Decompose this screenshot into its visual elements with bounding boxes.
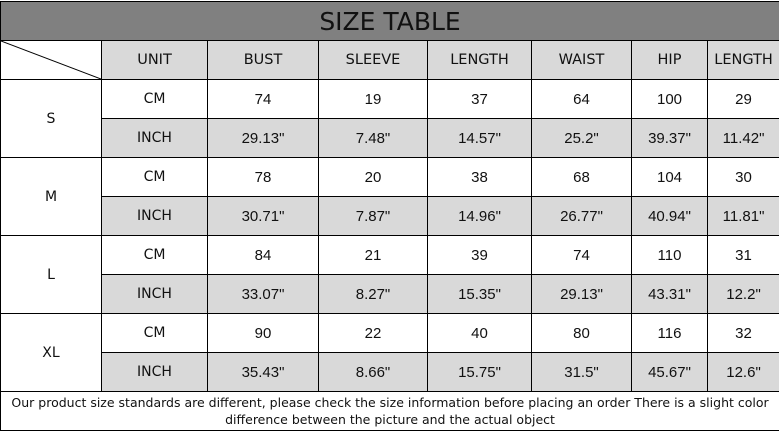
- value-cell: 64: [531, 79, 632, 119]
- value-cell: 20: [318, 157, 428, 197]
- size-label: S: [0, 79, 102, 158]
- unit-cell: CM: [101, 235, 208, 275]
- column-header: LENGTH: [706, 40, 779, 80]
- size-label: XL: [0, 313, 102, 392]
- value-cell: 15.75": [427, 352, 532, 392]
- value-cell: 14.96": [427, 196, 532, 236]
- table-row: INCH 35.43" 8.66" 15.75" 31.5" 45.67" 12.6": [1, 352, 779, 392]
- value-cell: 45.67": [631, 352, 708, 392]
- value-cell: 8.66": [318, 352, 428, 392]
- column-header: WAIST: [531, 40, 632, 80]
- column-header: SLEEVE: [318, 40, 428, 80]
- footer-note: Our product size standards are different…: [0, 391, 779, 431]
- unit-cell: INCH: [101, 196, 208, 236]
- value-cell: 25.2": [531, 118, 632, 158]
- unit-cell: CM: [101, 79, 208, 119]
- unit-cell: INCH: [101, 352, 208, 392]
- value-cell: 39: [427, 235, 532, 275]
- value-cell: 31: [706, 235, 779, 275]
- table-row: XL CM 90 22 40 80 116 32: [0, 313, 779, 392]
- value-cell: 14.57": [427, 118, 532, 158]
- value-cell: 11.42": [706, 118, 779, 158]
- value-cell: 68: [531, 157, 632, 197]
- value-cell: 12.6": [706, 352, 779, 392]
- table-row: S CM 74 19 37 64 100 29: [0, 79, 779, 158]
- value-cell: 31.5": [531, 352, 632, 392]
- column-header: BUST: [207, 40, 319, 80]
- value-cell: 29.13": [207, 118, 319, 158]
- value-cell: 22: [318, 313, 428, 353]
- value-cell: 84: [207, 235, 319, 275]
- value-cell: 40.94": [631, 196, 708, 236]
- value-cell: 74: [531, 235, 632, 275]
- value-cell: 40: [427, 313, 532, 353]
- value-cell: 100: [631, 79, 708, 119]
- value-cell: 74: [207, 79, 319, 119]
- value-cell: 110: [631, 235, 708, 275]
- unit-cell: CM: [101, 157, 208, 197]
- table-row: M CM 78 20 38 68 104 30: [0, 157, 779, 236]
- size-label: L: [0, 235, 102, 314]
- value-cell: 12.2": [706, 274, 779, 314]
- value-cell: 29: [706, 79, 779, 119]
- table-row: L CM 84 21 39 74 110 31: [0, 235, 779, 314]
- value-cell: 33.07": [207, 274, 319, 314]
- value-cell: 78: [207, 157, 319, 197]
- size-label: M: [0, 157, 102, 236]
- column-header: LENGTH: [427, 40, 532, 80]
- value-cell: 30: [706, 157, 779, 197]
- value-cell: 37: [427, 79, 532, 119]
- unit-cell: INCH: [101, 274, 208, 314]
- value-cell: 19: [318, 79, 428, 119]
- value-cell: 39.37": [631, 118, 708, 158]
- value-cell: 38: [427, 157, 532, 197]
- value-cell: 15.35": [427, 274, 532, 314]
- unit-cell: INCH: [101, 118, 208, 158]
- value-cell: 30.71": [207, 196, 319, 236]
- value-cell: 32: [706, 313, 779, 353]
- table-row: INCH 33.07" 8.27" 15.35" 29.13" 43.31" 12.2": [1, 274, 779, 314]
- unit-cell: CM: [101, 313, 208, 353]
- value-cell: 8.27": [318, 274, 428, 314]
- value-cell: 80: [531, 313, 632, 353]
- value-cell: 90: [207, 313, 319, 353]
- value-cell: 116: [631, 313, 708, 353]
- table-row: INCH 29.13" 7.48" 14.57" 25.2" 39.37" 11.42": [1, 118, 779, 158]
- value-cell: 26.77": [531, 196, 632, 236]
- value-cell: 11.81": [706, 196, 779, 236]
- column-header: HIP: [631, 40, 708, 80]
- table-title: SIZE TABLE: [0, 1, 779, 41]
- value-cell: 104: [631, 157, 708, 197]
- value-cell: 7.48": [318, 118, 428, 158]
- value-cell: 35.43": [207, 352, 319, 392]
- value-cell: 29.13": [531, 274, 632, 314]
- column-header: UNIT: [101, 40, 208, 80]
- value-cell: 43.31": [631, 274, 708, 314]
- table-row: INCH 30.71" 7.87" 14.96" 26.77" 40.94" 11.81": [1, 196, 779, 236]
- value-cell: 7.87": [318, 196, 428, 236]
- corner-cell: [0, 40, 102, 80]
- value-cell: 21: [318, 235, 428, 275]
